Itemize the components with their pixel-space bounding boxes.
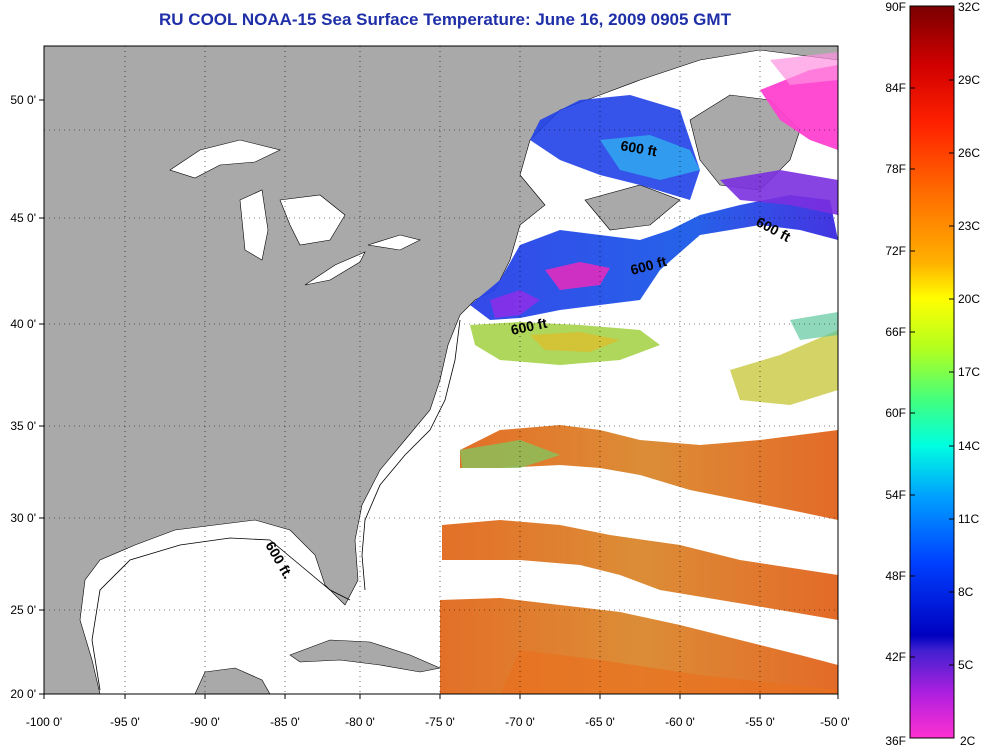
celsius-label: 14C [958, 439, 980, 453]
contour-label-600ft-4: 600 ft [509, 315, 548, 338]
sst-labrador-magenta [760, 65, 838, 150]
lake-michigan-huron [239, 189, 346, 261]
celsius-label: 29C [958, 73, 980, 87]
sst-band-2 [442, 520, 838, 620]
sst-east-green [790, 312, 838, 340]
celsius-label: 23C [958, 219, 980, 233]
colorbar-fahrenheit-labels: 90F 84F 78F 72F 66F 60F 54F 48F 42F 36F [885, 0, 906, 748]
sst-east-yellow [730, 330, 838, 405]
x-tick-label: -60 0' [665, 715, 695, 729]
sst-band-3-lower [500, 650, 838, 694]
celsius-label: 8C [958, 585, 974, 599]
x-tick-label: -55 0' [745, 715, 775, 729]
fahrenheit-label: 54F [885, 488, 906, 502]
sst-band-1 [460, 425, 838, 520]
x-tick-label: -50 0' [820, 715, 850, 729]
fahrenheit-label: 72F [885, 244, 906, 258]
x-axis-labels: -100 0' -95 0' -90 0' -85 0' -80 0' -75 … [26, 715, 850, 729]
y-axis-labels: 50 0' 45 0' 40 0' 35 0' 30 0' 25 0' 20 0… [10, 93, 36, 701]
celsius-label: 26C [958, 146, 980, 160]
map-title: RU COOL NOAA-15 Sea Surface Temperature:… [159, 10, 731, 29]
y-tick-label: 50 0' [10, 93, 36, 107]
x-tick-label: -90 0' [190, 715, 220, 729]
fahrenheit-label: 78F [885, 162, 906, 176]
x-tick-label: -70 0' [505, 715, 535, 729]
sst-mid-atlantic-purple [490, 290, 540, 318]
y-tick-label: 35 0' [10, 419, 36, 433]
y-tick-label: 25 0' [10, 603, 36, 617]
land-yucatan [194, 667, 271, 694]
shelf-contour-east [361, 319, 461, 591]
sst-labrador-pink [770, 52, 838, 85]
celsius-label: 20C [958, 292, 980, 306]
sst-slope-yellow [530, 332, 620, 352]
y-tick-label: 20 0' [10, 687, 36, 701]
map-border [43, 45, 839, 695]
tick-marks [39, 99, 839, 699]
colorbar-celsius-labels: 32C 29C 26C 23C 20C 17C 14C 11C 8C 5C 2C [958, 0, 980, 748]
x-tick-label: -95 0' [110, 715, 140, 729]
colorbar-ticks [910, 79, 954, 666]
lake-erie-ontario [304, 234, 421, 286]
fahrenheit-label: 66F [885, 325, 906, 339]
x-tick-label: -100 0' [26, 715, 62, 729]
fahrenheit-label: 36F [885, 734, 906, 748]
y-tick-label: 30 0' [10, 511, 36, 525]
x-tick-label: -65 0' [585, 715, 615, 729]
contour-label-600ft-1: 600 ft [619, 137, 658, 159]
y-tick-label: 45 0' [10, 211, 36, 225]
fahrenheit-label: 90F [885, 0, 906, 14]
sst-newfoundland-purple [720, 170, 838, 215]
colorbar [909, 5, 955, 739]
fahrenheit-label: 48F [885, 569, 906, 583]
celsius-label: 5C [958, 658, 974, 672]
grid [44, 46, 838, 694]
land-nova-scotia [584, 184, 681, 231]
land-cuba [289, 639, 441, 673]
celsius-label: 11C [958, 512, 979, 526]
y-tick-label: 40 0' [10, 317, 36, 331]
celsius-label: 32C [958, 0, 980, 14]
sst-band-1-green [460, 440, 560, 468]
fahrenheit-label: 42F [885, 650, 906, 664]
land-newfoundland [689, 94, 801, 191]
fahrenheit-label: 84F [885, 81, 906, 95]
fahrenheit-label: 60F [885, 406, 906, 420]
x-tick-label: -85 0' [270, 715, 300, 729]
x-tick-label: -80 0' [345, 715, 375, 729]
x-tick-label: -75 0' [425, 715, 455, 729]
celsius-label: 17C [958, 365, 980, 379]
sst-st-lawrence-cyan [600, 135, 700, 180]
celsius-label: 2C [960, 734, 976, 748]
sst-georges-bank-pink [545, 262, 610, 290]
lake-superior [169, 139, 281, 179]
